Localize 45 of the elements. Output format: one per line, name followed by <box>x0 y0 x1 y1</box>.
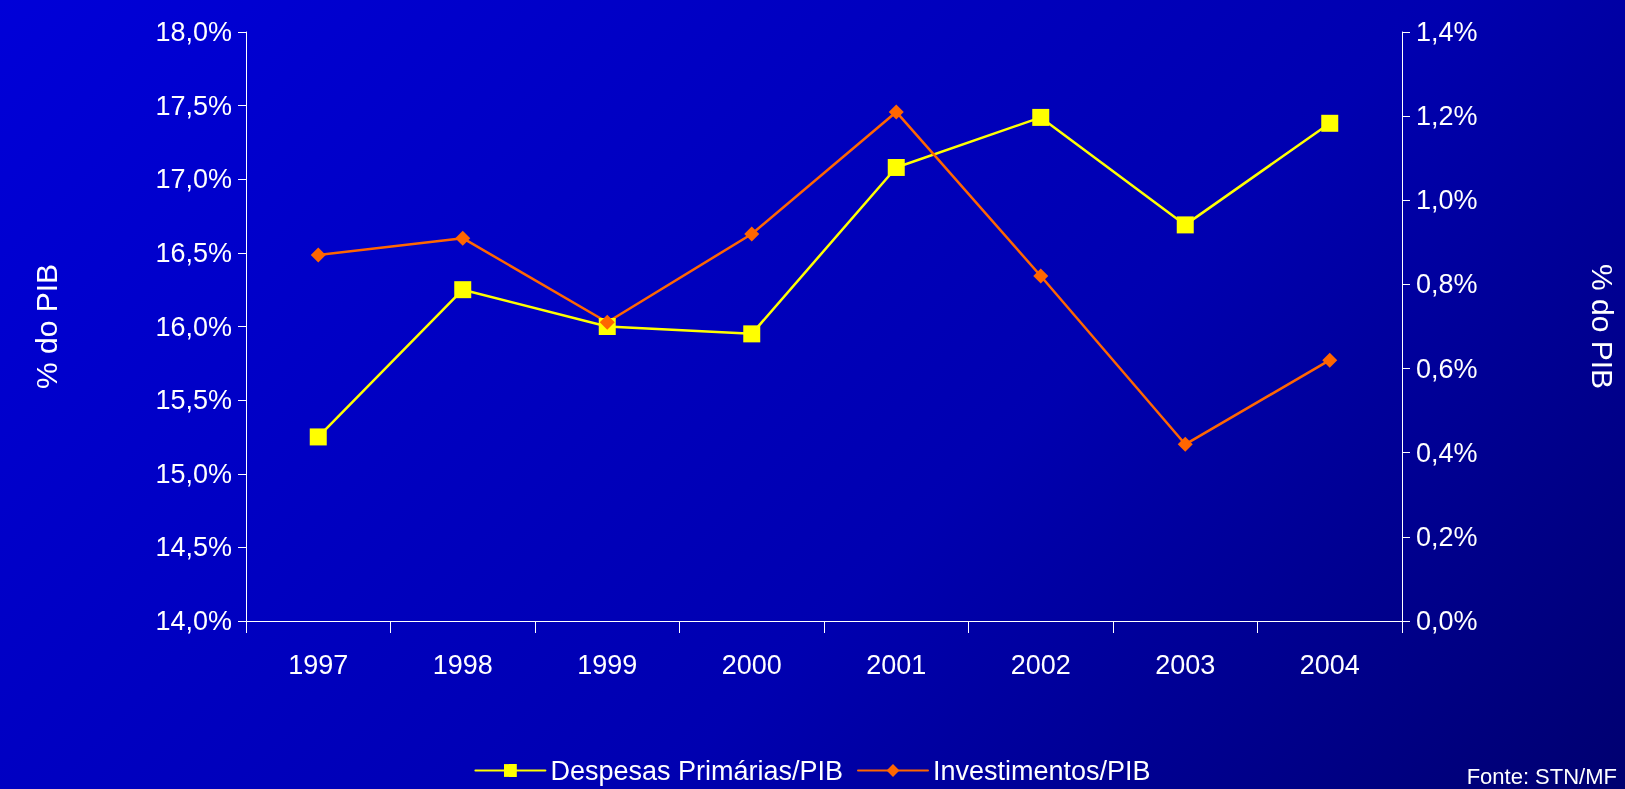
y-tick-label: 16,5% <box>155 237 232 268</box>
y-tick-label: 15,5% <box>155 385 232 416</box>
y-tick-label: 17,5% <box>155 90 232 121</box>
point <box>888 104 904 120</box>
y-tick-label: 18,0% <box>155 17 232 47</box>
y-tick-label: 14,0% <box>155 606 232 636</box>
y-tick-label: 17,0% <box>155 164 232 195</box>
point <box>887 158 905 176</box>
x-tick-label: 2002 <box>1010 649 1071 680</box>
y2-tick-label: 0,6% <box>1416 353 1478 384</box>
point <box>1033 268 1049 284</box>
y2-tick-label: 1,2% <box>1416 101 1478 132</box>
point <box>1176 216 1194 234</box>
y-axis-title: % do PIB <box>29 263 63 390</box>
source-note: Fonte: STN/MF <box>1466 763 1617 789</box>
x-tick-label: 1999 <box>577 649 638 680</box>
x-tick-label: 2003 <box>1155 649 1216 680</box>
y2-tick-label: 0,2% <box>1416 521 1478 552</box>
legend-label: Investimentos/PIB <box>933 755 1151 786</box>
point <box>1322 352 1338 368</box>
y2-tick-label: 1,4% <box>1416 17 1478 47</box>
point <box>454 281 472 299</box>
y-tick-label: 15,0% <box>155 458 232 489</box>
point <box>1321 114 1339 132</box>
point <box>455 230 471 246</box>
y-tick-label: 14,5% <box>155 532 232 563</box>
y2-tick-label: 1,0% <box>1416 185 1478 216</box>
point <box>309 428 327 446</box>
point <box>310 247 326 263</box>
y2-tick-label: 0,0% <box>1416 606 1478 636</box>
y2-axis-title: % do PIB <box>1585 263 1619 390</box>
y2-tick-label: 0,4% <box>1416 437 1478 468</box>
x-tick-label: 2004 <box>1299 649 1360 680</box>
x-tick-label: 2001 <box>866 649 927 680</box>
y2-tick-label: 0,8% <box>1416 269 1478 300</box>
point <box>744 226 760 242</box>
point <box>1177 436 1193 452</box>
y-tick-label: 16,0% <box>155 311 232 342</box>
x-tick-label: 2000 <box>721 649 782 680</box>
point <box>599 314 615 330</box>
legend-label: Despesas Primárias/PIB <box>550 755 844 786</box>
x-tick-label: 1997 <box>288 649 349 680</box>
point <box>1032 108 1050 126</box>
point <box>743 325 761 343</box>
x-tick-label: 1998 <box>432 649 493 680</box>
